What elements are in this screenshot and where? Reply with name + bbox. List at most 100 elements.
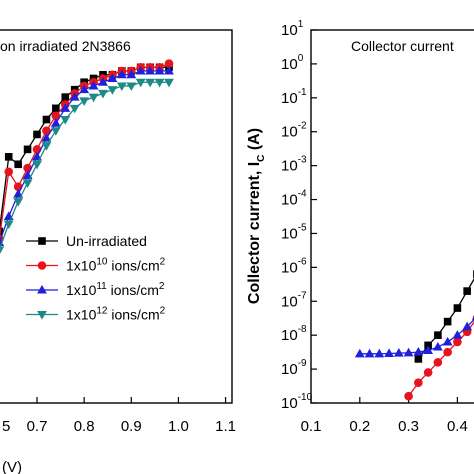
legend-label: 1x1011 ions/cm2 [66, 281, 165, 298]
right-data-point [463, 287, 471, 295]
left-data-point [61, 93, 70, 101]
left-data-point [41, 142, 52, 151]
left-data-point [42, 115, 51, 124]
right-data-point [423, 368, 433, 377]
left-data-point [3, 220, 14, 230]
right-y-tick-label: 101 [281, 19, 304, 39]
right-x-tick-label: 0.4 [447, 418, 468, 435]
left-data-point [60, 103, 71, 112]
right-y-tick-label: 100 [281, 53, 304, 73]
left-data-point [116, 69, 127, 79]
right-y-tick-label: 10-9 [281, 358, 307, 378]
right-series-0 [414, 270, 474, 363]
legend-swatch-marker [37, 261, 47, 270]
right-y-tick-label: 10-10 [281, 392, 313, 412]
left-data-point [154, 78, 165, 88]
left-data-point [79, 97, 90, 106]
legend-swatch-marker [37, 311, 47, 320]
left-x-axis-label: (V) [2, 459, 22, 474]
right-data-point [384, 348, 394, 357]
legend-label: 1x1012 ions/cm2 [66, 306, 166, 323]
left-series-3 [0, 78, 174, 254]
right-y-tick-label: 10-3 [281, 155, 307, 175]
left-data-point [154, 65, 165, 75]
right-data-point [413, 347, 424, 356]
right-y-tick-label: 10-1 [281, 87, 307, 107]
right-annotation: Collector current [351, 38, 454, 54]
right-data-point [453, 304, 462, 312]
left-data-point [145, 78, 156, 88]
left-data-point [4, 153, 13, 161]
legend-swatch-marker [38, 237, 46, 245]
left-data-point [135, 78, 146, 88]
left-data-point [79, 84, 90, 94]
right-series-1 [404, 315, 474, 401]
right-y-tick-label: 10-2 [281, 121, 307, 141]
right-data-point [462, 321, 473, 331]
right-x-tick-label: 0.2 [349, 418, 370, 435]
left-x-tick-label: 0.8 [74, 418, 95, 435]
right-data-point [414, 378, 423, 387]
left-plot-frame [0, 29, 233, 404]
right-y-tick-label: 10-7 [281, 290, 307, 310]
right-data-point [452, 330, 463, 339]
left-data-point [69, 92, 80, 101]
right-y-axis-label: Collector current, IC (A) [246, 128, 267, 304]
left-x-tick-label: 0.9 [121, 418, 142, 435]
left-legend: Un-irradiated 1x1010 ions/cm2 1x1011 ions/… [26, 233, 166, 323]
left-data-point [164, 78, 174, 88]
right-y-tick-label: 10-4 [281, 189, 307, 209]
left-data-point [145, 65, 156, 75]
left-data-point [126, 82, 137, 92]
right-data-point [393, 348, 404, 357]
left-data-point [51, 111, 61, 121]
left-panel: on irradiated 2N3866 5 0.7 0.8 0.9 1.0 1.1 (V… [0, 29, 236, 474]
left-data-point [50, 127, 61, 136]
right-data-point [442, 336, 453, 346]
left-data-point [42, 126, 51, 136]
left-data-point [116, 82, 127, 92]
left-data-point [13, 198, 24, 207]
left-data-point [98, 89, 108, 99]
left-data-point [33, 130, 41, 139]
legend-label: 1x1010 ions/cm2 [66, 257, 166, 274]
right-series-2 [354, 316, 474, 358]
right-data-point [403, 347, 414, 357]
left-x-tick-label: 1.1 [215, 418, 236, 435]
right-data-point [423, 345, 434, 354]
left-data-point [88, 93, 99, 103]
left-data-point [0, 246, 5, 254]
left-data-point [69, 104, 80, 114]
left-data-point [60, 116, 71, 125]
right-data-point [404, 391, 413, 401]
left-data-point [107, 73, 118, 82]
left-data-point [107, 86, 118, 95]
left-data-point [41, 133, 52, 142]
left-data-point [135, 65, 146, 75]
right-data-point [443, 347, 452, 357]
right-y-tick-label: 10-8 [281, 324, 307, 344]
legend-label: Un-irradiated [66, 233, 147, 249]
right-data-point [374, 348, 385, 358]
right-y-tick-label: 10-6 [281, 256, 307, 276]
left-data-point [50, 118, 61, 127]
left-data-point [52, 104, 60, 113]
left-data-point [22, 179, 33, 189]
left-x-tick-label: 1.0 [168, 418, 189, 435]
right-data-point [443, 317, 452, 326]
left-data-point [32, 160, 42, 170]
left-x-tick-label: 5 [2, 418, 10, 435]
right-plot-frame [310, 29, 474, 404]
left-data-point [23, 145, 32, 154]
left-data-point [13, 189, 24, 198]
right-data-point [432, 341, 443, 351]
left-data-point [164, 59, 174, 68]
left-data-point [0, 227, 4, 236]
right-x-tick-label: 0.1 [301, 418, 322, 435]
right-data-point [433, 358, 443, 367]
right-data-point [364, 348, 375, 358]
legend-swatch-marker [37, 284, 47, 294]
right-panel: Collector current 0.1 0.2 0.3 0.4 101 100 10-… [246, 19, 474, 435]
right-x-tick-label: 0.3 [398, 418, 419, 435]
